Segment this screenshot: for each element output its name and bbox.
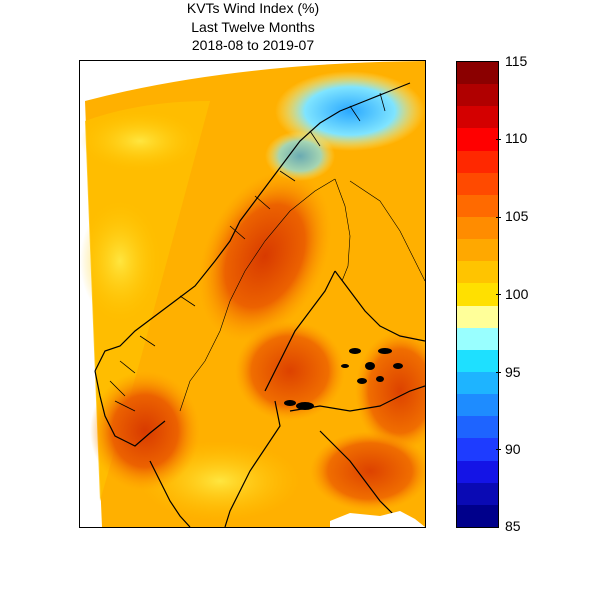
colorbar-tick-110: 110 [505,130,528,146]
colorbar-tickmark [496,294,501,295]
colorbar-tick-85: 85 [505,518,521,534]
colorbar-segment [457,261,498,284]
colorbar-segment [457,62,498,85]
colorbar [456,61,499,528]
colorbar-segment [457,305,498,328]
colorbar-tick-90: 90 [505,441,521,457]
colorbar-segment [457,394,498,417]
coastlines [94,82,425,527]
chart-title-line-1: KVTs Wind Index (%) [186,0,320,16]
colorbar-segment [457,194,498,217]
chart-title-line-2: Last Twelve Months [191,19,315,35]
chart-title-line-3: 2018-08 to 2019-07 [191,37,315,53]
colorbar-segment [457,371,498,395]
colorbar-segment [457,460,498,483]
colorbar-segment [457,216,498,240]
colorbar-segment [457,239,498,262]
high-wind-finland [355,331,425,451]
colorbar-segment [457,128,498,151]
country-borders [179,178,425,412]
low-wind-north-2 [265,131,335,181]
colorbar-tick-115: 115 [505,53,528,69]
colorbar-tickmark [496,217,501,218]
colorbar-segment [457,172,498,195]
high-wind-baltic [310,431,425,511]
colorbar-tick-95: 95 [505,364,521,380]
map-svg [80,61,425,527]
colorbar-tick-100: 100 [505,286,529,302]
finland-lakes [284,348,403,410]
white-patch-south [330,511,425,527]
yellow-patch-north [80,111,200,171]
colorbar-tickmark [496,372,501,373]
colorbar-segment [457,349,498,372]
high-wind-south-norway [90,371,200,491]
colorbar-segment [457,504,498,527]
colorbar-segment [457,106,498,129]
wind-index-map [79,60,426,528]
colorbar-tickmark [496,449,501,450]
colorbar-segment [457,84,498,107]
colorbar-segment [457,327,498,350]
high-wind-central [198,170,332,342]
high-wind-sweden-coast [235,321,345,421]
colorbar-segment [457,416,498,439]
colorbar-tickmark [496,139,501,140]
fjords [109,92,386,412]
colorbar-segment [457,438,498,461]
low-wind-north-1 [275,71,425,151]
colorbar-tick-105: 105 [505,208,529,224]
colorbar-segment [457,482,498,505]
colorbar-segment [457,150,498,173]
yellow-patch-west [80,201,160,321]
colorbar-segment [457,283,498,306]
